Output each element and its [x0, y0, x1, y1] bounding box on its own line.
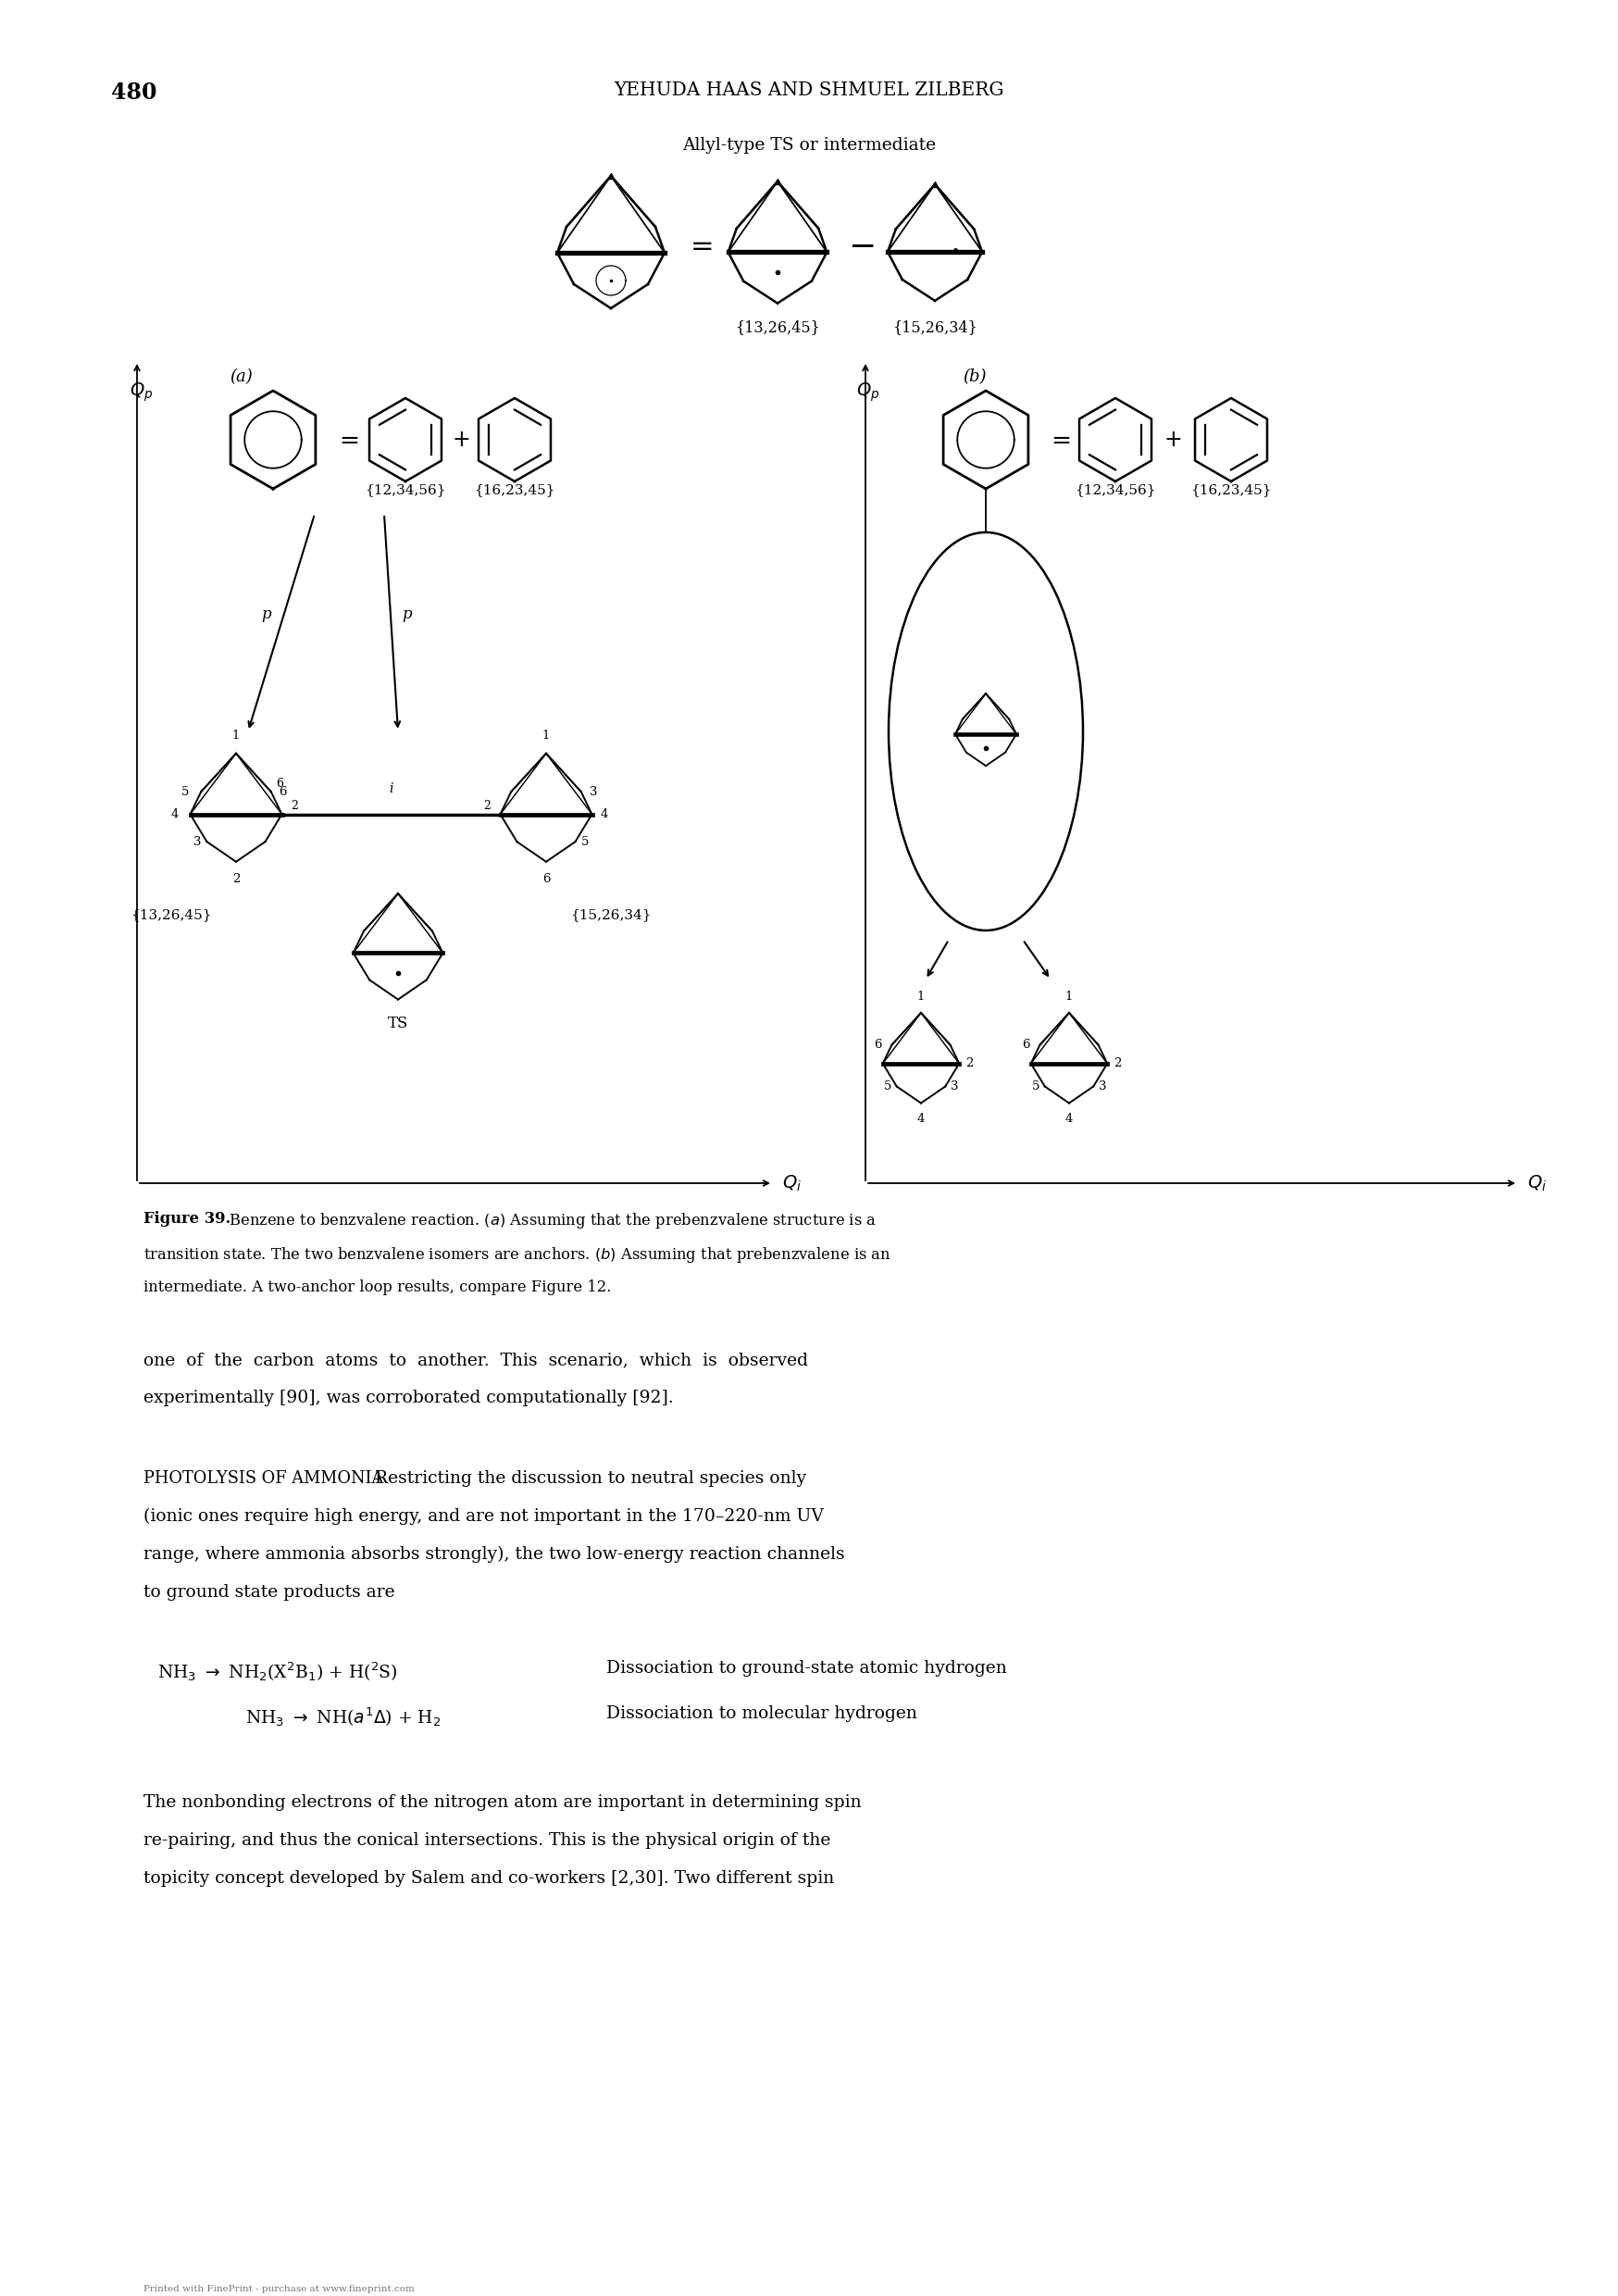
Text: 3: 3 — [589, 785, 597, 797]
Text: topicity concept developed by Salem and co-workers [2,30]. Two different spin: topicity concept developed by Salem and … — [144, 1871, 835, 1887]
Text: (ionic ones require high energy, and are not important in the 170–220-nm UV: (ionic ones require high energy, and are… — [144, 1508, 824, 1525]
Text: PHOTOLYSIS OF AMMONIA.: PHOTOLYSIS OF AMMONIA. — [144, 1469, 388, 1488]
Text: {12,34,56}: {12,34,56} — [366, 482, 447, 496]
Text: experimentally [90], was corroborated computationally [92].: experimentally [90], was corroborated co… — [144, 1389, 673, 1405]
Text: one  of  the  carbon  atoms  to  another.  This  scenario,  which  is  observed: one of the carbon atoms to another. This… — [144, 1352, 807, 1368]
Text: (b): (b) — [963, 367, 987, 386]
Text: $=$: $=$ — [684, 232, 714, 259]
Text: {13,26,45}: {13,26,45} — [131, 909, 212, 921]
Text: Allyl-type TS or intermediate: Allyl-type TS or intermediate — [683, 138, 935, 154]
Text: Restricting the discussion to neutral species only: Restricting the discussion to neutral sp… — [364, 1469, 806, 1488]
Text: 6: 6 — [280, 785, 286, 797]
Text: Figure 39.: Figure 39. — [144, 1210, 231, 1226]
Text: $-$: $-$ — [848, 230, 874, 262]
Text: p: p — [401, 606, 411, 622]
Text: The nonbonding electrons of the nitrogen atom are important in determining spin: The nonbonding electrons of the nitrogen… — [144, 1793, 861, 1812]
Text: 3: 3 — [950, 1081, 958, 1093]
Text: {15,26,34}: {15,26,34} — [571, 909, 652, 921]
Text: i: i — [388, 783, 393, 794]
Text: NH$_3$ $\rightarrow$ NH($a^1\Delta$) + H$_2$: NH$_3$ $\rightarrow$ NH($a^1\Delta$) + H… — [246, 1706, 442, 1729]
Text: 4: 4 — [917, 1114, 925, 1125]
Text: $+$: $+$ — [451, 429, 469, 450]
Text: {16,23,45}: {16,23,45} — [1191, 482, 1272, 496]
Text: intermediate. A two-anchor loop results, compare Figure 12.: intermediate. A two-anchor loop results,… — [144, 1279, 612, 1295]
Text: 4: 4 — [1065, 1114, 1073, 1125]
Text: 5: 5 — [883, 1081, 892, 1093]
Text: 2: 2 — [484, 799, 490, 813]
Text: 1: 1 — [231, 730, 239, 742]
Text: 1: 1 — [1065, 992, 1073, 1003]
Text: 5: 5 — [581, 836, 589, 847]
Text: 1: 1 — [542, 730, 550, 742]
Text: range, where ammonia absorbs strongly), the two low-energy reaction channels: range, where ammonia absorbs strongly), … — [144, 1545, 845, 1564]
Text: $Q_i$: $Q_i$ — [781, 1173, 801, 1194]
Text: transition state. The two benzvalene isomers are anchors. $(b)$ Assuming that pr: transition state. The two benzvalene iso… — [144, 1244, 892, 1265]
Text: 2: 2 — [291, 799, 298, 813]
Text: $+$: $+$ — [1163, 429, 1181, 450]
Text: {12,34,56}: {12,34,56} — [1074, 482, 1155, 496]
Text: 6: 6 — [275, 778, 283, 790]
Text: 6: 6 — [542, 872, 550, 886]
Text: Dissociation to molecular hydrogen: Dissociation to molecular hydrogen — [607, 1706, 917, 1722]
Text: to ground state products are: to ground state products are — [144, 1584, 395, 1600]
Text: (a): (a) — [230, 367, 252, 386]
Text: 2: 2 — [231, 872, 239, 886]
Text: 2: 2 — [1115, 1058, 1121, 1070]
Text: 1: 1 — [917, 992, 925, 1003]
Text: $=$: $=$ — [333, 427, 359, 452]
Text: 5: 5 — [1032, 1081, 1040, 1093]
Text: $Q_p$: $Q_p$ — [129, 381, 154, 404]
Text: 6: 6 — [874, 1038, 882, 1052]
Text: NH$_3$ $\rightarrow$ NH$_2$(X$^2$B$_1$) + H($^2$S): NH$_3$ $\rightarrow$ NH$_2$(X$^2$B$_1$) … — [157, 1660, 398, 1683]
Text: 4: 4 — [600, 808, 608, 820]
Text: 4: 4 — [172, 808, 178, 820]
Text: Printed with FinePrint - purchase at www.fineprint.com: Printed with FinePrint - purchase at www… — [144, 2285, 414, 2294]
Text: Dissociation to ground-state atomic hydrogen: Dissociation to ground-state atomic hydr… — [607, 1660, 1006, 1676]
Text: {13,26,45}: {13,26,45} — [735, 319, 820, 335]
Text: 5: 5 — [181, 785, 189, 797]
Text: 480: 480 — [112, 80, 157, 103]
Text: {16,23,45}: {16,23,45} — [474, 482, 555, 496]
Text: YEHUDA HAAS AND SHMUEL ZILBERG: YEHUDA HAAS AND SHMUEL ZILBERG — [613, 80, 1005, 99]
Text: Benzene to benzvalene reaction. $(a)$ Assuming that the prebenzvalene structure : Benzene to benzvalene reaction. $(a)$ As… — [220, 1210, 877, 1231]
Text: 2: 2 — [966, 1058, 974, 1070]
Text: $Q_p$: $Q_p$ — [856, 381, 880, 404]
Text: $=$: $=$ — [1045, 427, 1069, 452]
Text: re-pairing, and thus the conical intersections. This is the physical origin of t: re-pairing, and thus the conical interse… — [144, 1832, 830, 1848]
Text: 6: 6 — [1023, 1038, 1031, 1052]
Text: 3: 3 — [193, 836, 201, 847]
Text: p: p — [260, 606, 270, 622]
Text: 3: 3 — [1099, 1081, 1107, 1093]
Text: {15,26,34}: {15,26,34} — [893, 319, 977, 335]
Text: $Q_i$: $Q_i$ — [1527, 1173, 1547, 1194]
Text: TS: TS — [388, 1015, 408, 1031]
